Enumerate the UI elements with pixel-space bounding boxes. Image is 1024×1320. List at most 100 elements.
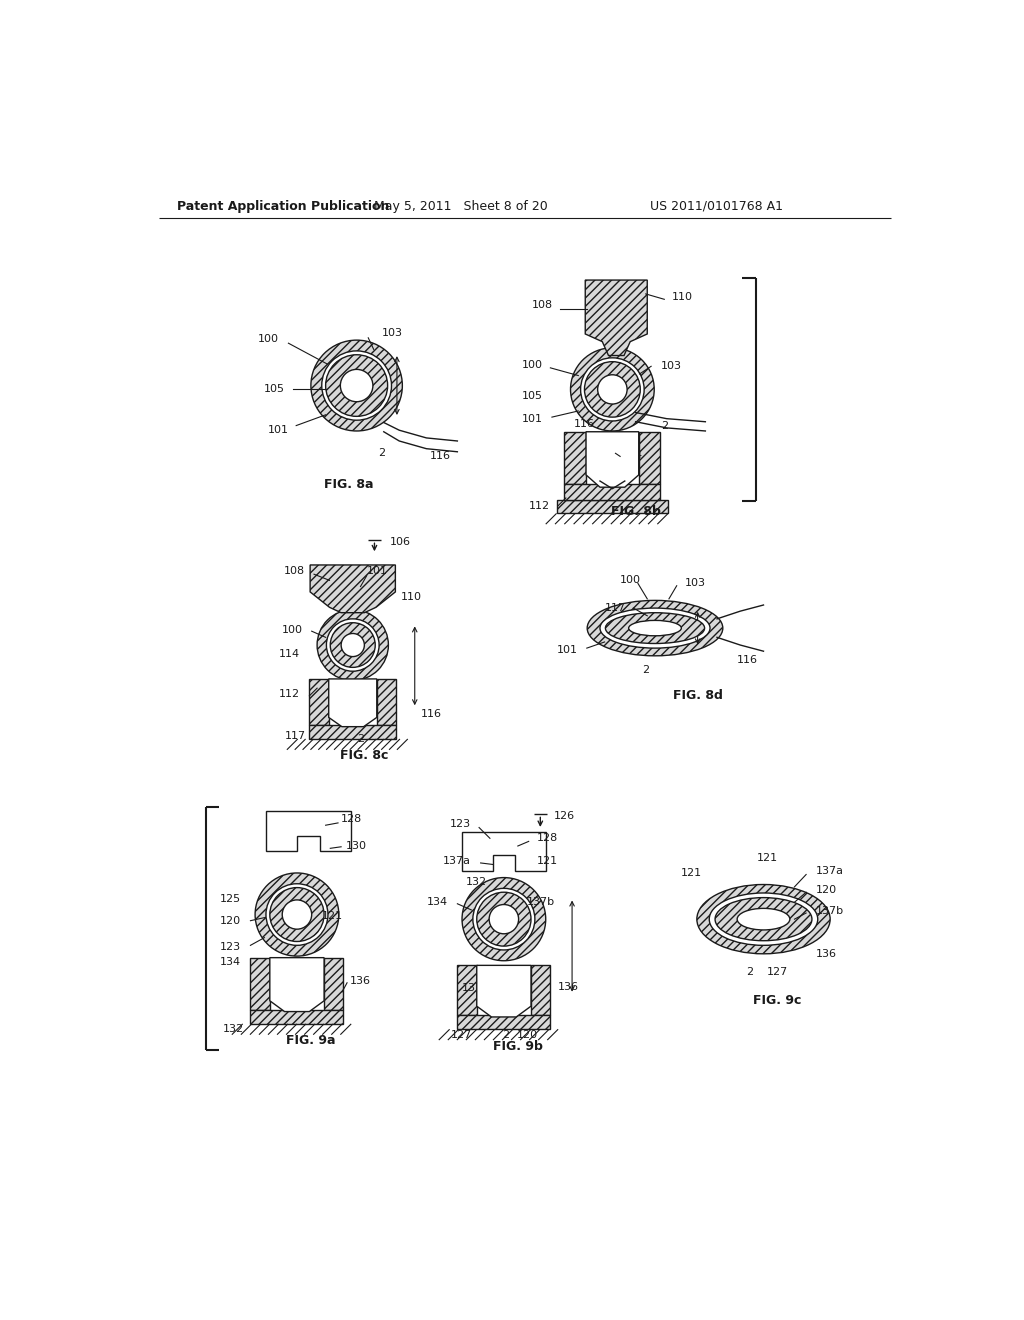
Polygon shape: [462, 832, 546, 871]
Text: 120: 120: [485, 916, 507, 925]
Ellipse shape: [581, 358, 644, 421]
Polygon shape: [310, 565, 395, 612]
Bar: [324, 958, 343, 1010]
Text: 128: 128: [537, 833, 558, 843]
Bar: [251, 958, 270, 1010]
Ellipse shape: [605, 612, 705, 644]
Text: 112: 112: [529, 500, 550, 511]
Ellipse shape: [311, 341, 402, 430]
Bar: [458, 965, 477, 1015]
Bar: [377, 678, 396, 725]
Ellipse shape: [710, 892, 818, 945]
Polygon shape: [586, 280, 647, 355]
Text: May 5, 2011   Sheet 8 of 20: May 5, 2011 Sheet 8 of 20: [375, 199, 548, 213]
Text: 101: 101: [556, 644, 578, 655]
Text: 101: 101: [267, 425, 289, 436]
Ellipse shape: [283, 900, 311, 929]
Ellipse shape: [598, 375, 627, 404]
Text: 137a: 137a: [443, 857, 471, 866]
Ellipse shape: [322, 351, 391, 420]
Bar: [564, 432, 586, 484]
Text: FIG. 9a: FIG. 9a: [286, 1035, 336, 1047]
Text: 136: 136: [816, 949, 838, 958]
Text: 130: 130: [346, 841, 367, 851]
Text: 100: 100: [521, 360, 543, 370]
Text: FIG. 8d: FIG. 8d: [673, 689, 723, 702]
Text: FIG. 8b: FIG. 8b: [610, 504, 660, 517]
Text: 100: 100: [620, 576, 641, 585]
Text: 101: 101: [367, 566, 388, 576]
Text: 106: 106: [390, 537, 411, 546]
Text: 116: 116: [421, 709, 442, 718]
Ellipse shape: [266, 884, 328, 945]
Text: 120: 120: [816, 884, 838, 895]
Text: 137b: 137b: [527, 898, 555, 907]
Ellipse shape: [462, 878, 546, 961]
Text: 121: 121: [537, 857, 557, 866]
Text: 116: 116: [573, 418, 595, 429]
Ellipse shape: [326, 355, 388, 416]
Ellipse shape: [570, 348, 654, 432]
Ellipse shape: [737, 908, 790, 929]
Text: 2: 2: [378, 449, 385, 458]
Text: 103: 103: [381, 329, 402, 338]
Text: 116: 116: [736, 656, 758, 665]
Bar: [564, 484, 660, 499]
Text: 2: 2: [746, 966, 753, 977]
Text: 132: 132: [466, 878, 486, 887]
Text: 121: 121: [322, 911, 343, 921]
Text: 136: 136: [349, 975, 371, 986]
Text: 117: 117: [285, 731, 306, 741]
Text: FIG. 9b: FIG. 9b: [493, 1040, 543, 1053]
Text: 103: 103: [684, 578, 706, 589]
Ellipse shape: [473, 888, 535, 950]
Text: 2: 2: [642, 665, 649, 676]
Text: 132: 132: [223, 1024, 245, 1035]
Bar: [309, 678, 329, 725]
Polygon shape: [266, 812, 351, 851]
Polygon shape: [329, 678, 377, 726]
Text: 108: 108: [284, 566, 305, 576]
Text: 134: 134: [220, 957, 241, 968]
Text: Patent Application Publication: Patent Application Publication: [177, 199, 389, 213]
Text: 101: 101: [521, 413, 543, 424]
Text: 127: 127: [451, 1030, 472, 1040]
Ellipse shape: [715, 898, 812, 941]
Text: 121: 121: [680, 869, 701, 878]
Polygon shape: [270, 958, 324, 1011]
Bar: [531, 965, 550, 1015]
Text: 100: 100: [258, 334, 280, 345]
Text: 100: 100: [282, 624, 302, 635]
Text: 137b: 137b: [816, 907, 845, 916]
Text: 134: 134: [427, 898, 449, 907]
Ellipse shape: [255, 873, 339, 956]
Bar: [639, 432, 660, 484]
Ellipse shape: [477, 892, 531, 946]
Ellipse shape: [327, 619, 379, 671]
Text: 112: 112: [279, 689, 300, 700]
Ellipse shape: [587, 601, 723, 656]
Ellipse shape: [340, 370, 373, 401]
Ellipse shape: [331, 623, 375, 668]
Polygon shape: [477, 965, 531, 1016]
Text: US 2011/0101768 A1: US 2011/0101768 A1: [650, 199, 783, 213]
Text: 114: 114: [279, 649, 300, 659]
Text: 137a: 137a: [816, 866, 844, 876]
Text: 2: 2: [357, 734, 365, 744]
Ellipse shape: [585, 362, 640, 417]
Text: 127: 127: [767, 966, 788, 977]
Text: 103: 103: [660, 362, 681, 371]
Text: 121: 121: [757, 853, 778, 862]
Text: 120: 120: [220, 916, 241, 925]
Text: 110: 110: [672, 292, 693, 302]
Text: 136: 136: [558, 982, 580, 991]
Ellipse shape: [270, 887, 324, 941]
Ellipse shape: [317, 610, 388, 681]
Text: 128: 128: [341, 814, 362, 824]
Text: 126: 126: [554, 810, 575, 821]
Text: FIG. 9c: FIG. 9c: [754, 994, 802, 1007]
Text: 116: 116: [430, 451, 452, 462]
Polygon shape: [586, 432, 639, 487]
Ellipse shape: [629, 620, 681, 636]
Text: 114: 114: [622, 450, 643, 459]
